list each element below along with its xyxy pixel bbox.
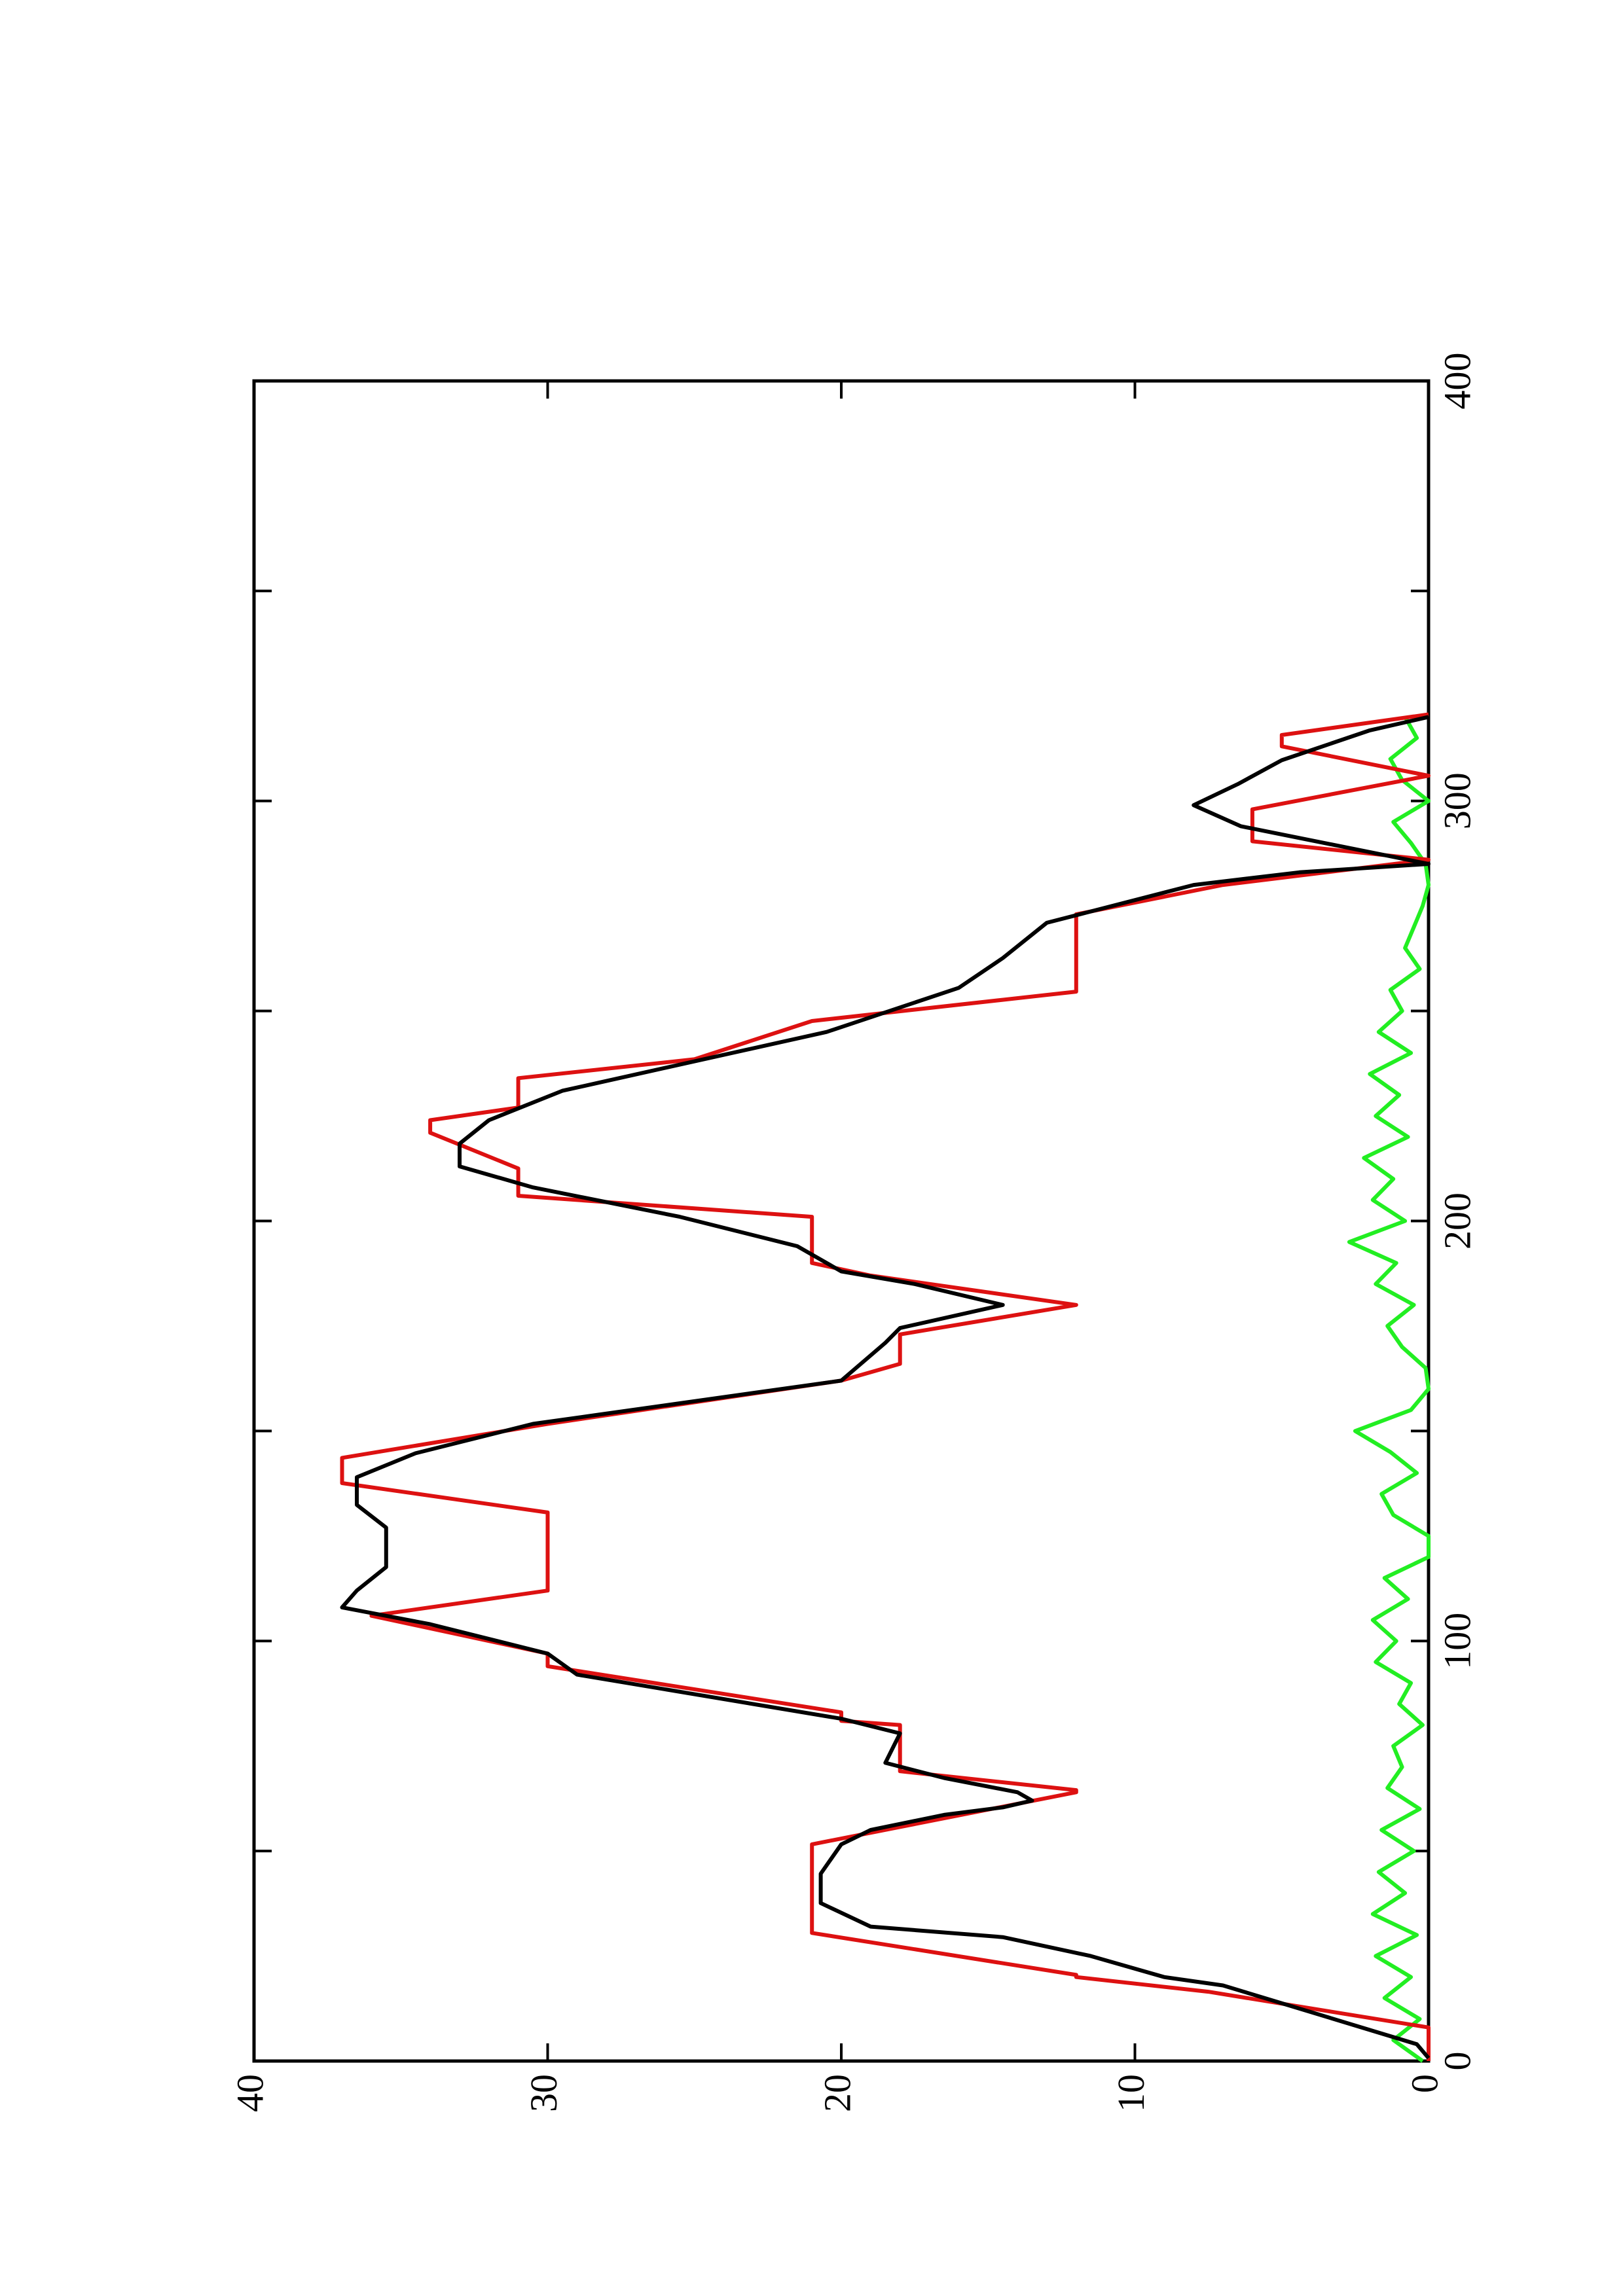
data-line [1347, 715, 1431, 2063]
plot-frame [252, 379, 1431, 2063]
x-tick-label: 400 [1436, 353, 1478, 410]
y-tick-label: 0 [1403, 2074, 1446, 2093]
data-line [340, 712, 1431, 2061]
y-tick-label: 30 [522, 2074, 565, 2112]
x-tick-label: 100 [1436, 1613, 1478, 1670]
x-tick-label: 300 [1436, 772, 1478, 829]
x-tick-label: 0 [1436, 2052, 1478, 2071]
data-line [340, 715, 1431, 2060]
y-tick-label: 20 [816, 2074, 858, 2112]
y-tick-label: 10 [1110, 2074, 1152, 2112]
y-tick-label: 40 [228, 2074, 271, 2112]
x-tick-label: 200 [1436, 1193, 1478, 1249]
